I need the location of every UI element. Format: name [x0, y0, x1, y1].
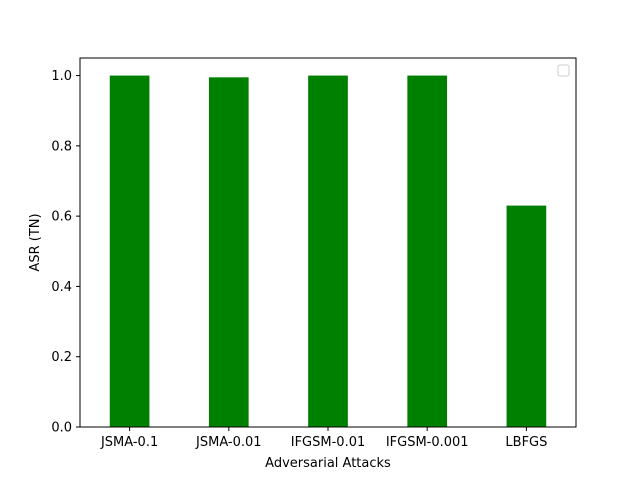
bar-jsma-0-01: [208, 77, 249, 427]
legend-box: [557, 64, 570, 77]
y-axis-label: ASR (TN): [28, 213, 43, 271]
x-tick-label: LBFGS: [505, 435, 547, 450]
bars-layer: [109, 75, 547, 428]
x-tick-label: JSMA-0.01: [195, 435, 262, 450]
y-tick-label: 0.0: [51, 421, 72, 436]
y-tick-label: 0.4: [51, 280, 72, 295]
x-axis: JSMA-0.1 JSMA-0.01 IFGSM-0.01 IFGSM-0.001 LB…: [100, 427, 547, 450]
y-tick-label: 0.6: [51, 210, 72, 225]
bar-ifgsm-0-01: [308, 75, 348, 428]
x-tick-label: IFGSM-0.001: [386, 435, 469, 450]
y-axis: 0.0 0.2 0.4 0.6 0.8 1.0: [51, 69, 80, 436]
y-tick-label: 0.2: [51, 350, 72, 365]
y-tick-label: 1.0: [51, 69, 72, 84]
bar-ifgsm-0-001: [407, 75, 448, 428]
x-tick-label: JSMA-0.1: [100, 435, 158, 450]
bar-lbfgs: [506, 205, 547, 427]
x-axis-label: Adversarial Attacks: [265, 456, 391, 471]
bar-jsma-0-1: [109, 75, 150, 428]
y-tick-label: 0.8: [51, 139, 72, 154]
x-tick-label: IFGSM-0.01: [291, 435, 366, 450]
